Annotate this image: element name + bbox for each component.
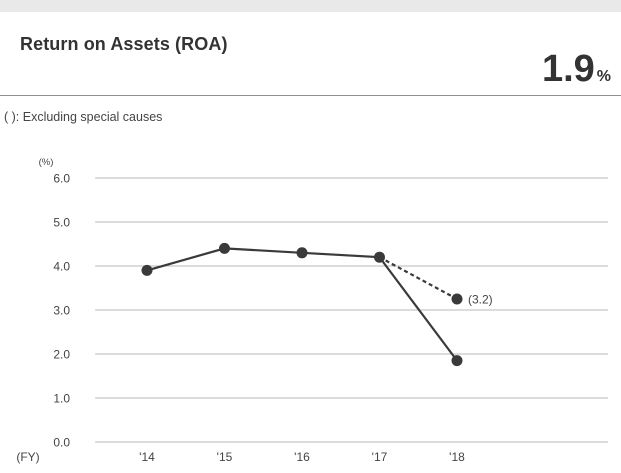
y-axis-unit-label: (%)	[39, 157, 54, 168]
card-title: Return on Assets (ROA)	[20, 34, 228, 54]
y-tick-label: 1.0	[53, 392, 70, 406]
y-tick-label: 2.0	[53, 348, 70, 362]
data-label: (3.2)	[468, 293, 493, 307]
y-tick-label: 0.0	[53, 436, 70, 450]
x-tick-label: '15	[217, 450, 233, 464]
x-tick-label: '14	[139, 450, 155, 464]
card-header: Return on Assets (ROA) 1.9 %	[0, 12, 621, 96]
data-point	[219, 242, 230, 254]
data-point	[451, 355, 463, 367]
x-tick-label: '16	[294, 450, 310, 464]
series-line-excluding-special-causes	[378, 256, 458, 300]
series-layer	[141, 242, 463, 367]
data-point	[374, 251, 385, 263]
y-tick-label: 5.0	[53, 216, 70, 230]
y-tick-label: 3.0	[53, 304, 70, 318]
roa-line-chart: (%) (FY) 0.0 1.0 2.0 3.0 4.0 5.0 6.0 '14 '15 '16 '…	[16, 157, 608, 465]
roa-card: Return on Assets (ROA) 1.9 % ( ): Exclud…	[0, 12, 621, 473]
headline-value: 1.9 %	[542, 50, 611, 88]
x-axis-unit-label: (FY)	[16, 450, 39, 464]
y-tick-label: 4.0	[53, 260, 70, 274]
x-tick-label: '17	[372, 450, 388, 464]
grid-layer	[95, 177, 608, 443]
label-layer: 0.0 1.0 2.0 3.0 4.0 5.0 6.0 '14 '15 '16 '17 '18 (3.2…	[53, 172, 492, 465]
series-line-roa	[146, 247, 458, 362]
data-point	[451, 293, 463, 305]
x-tick-label: '18	[449, 450, 465, 464]
headline-unit: %	[596, 68, 611, 85]
data-point	[296, 247, 308, 259]
chart-note: ( ): Excluding special causes	[4, 110, 163, 124]
axis-layer: (%) (FY)	[16, 157, 53, 464]
y-tick-label: 6.0	[53, 172, 70, 186]
data-point	[141, 264, 153, 276]
headline-number: 1.9	[541, 48, 595, 90]
